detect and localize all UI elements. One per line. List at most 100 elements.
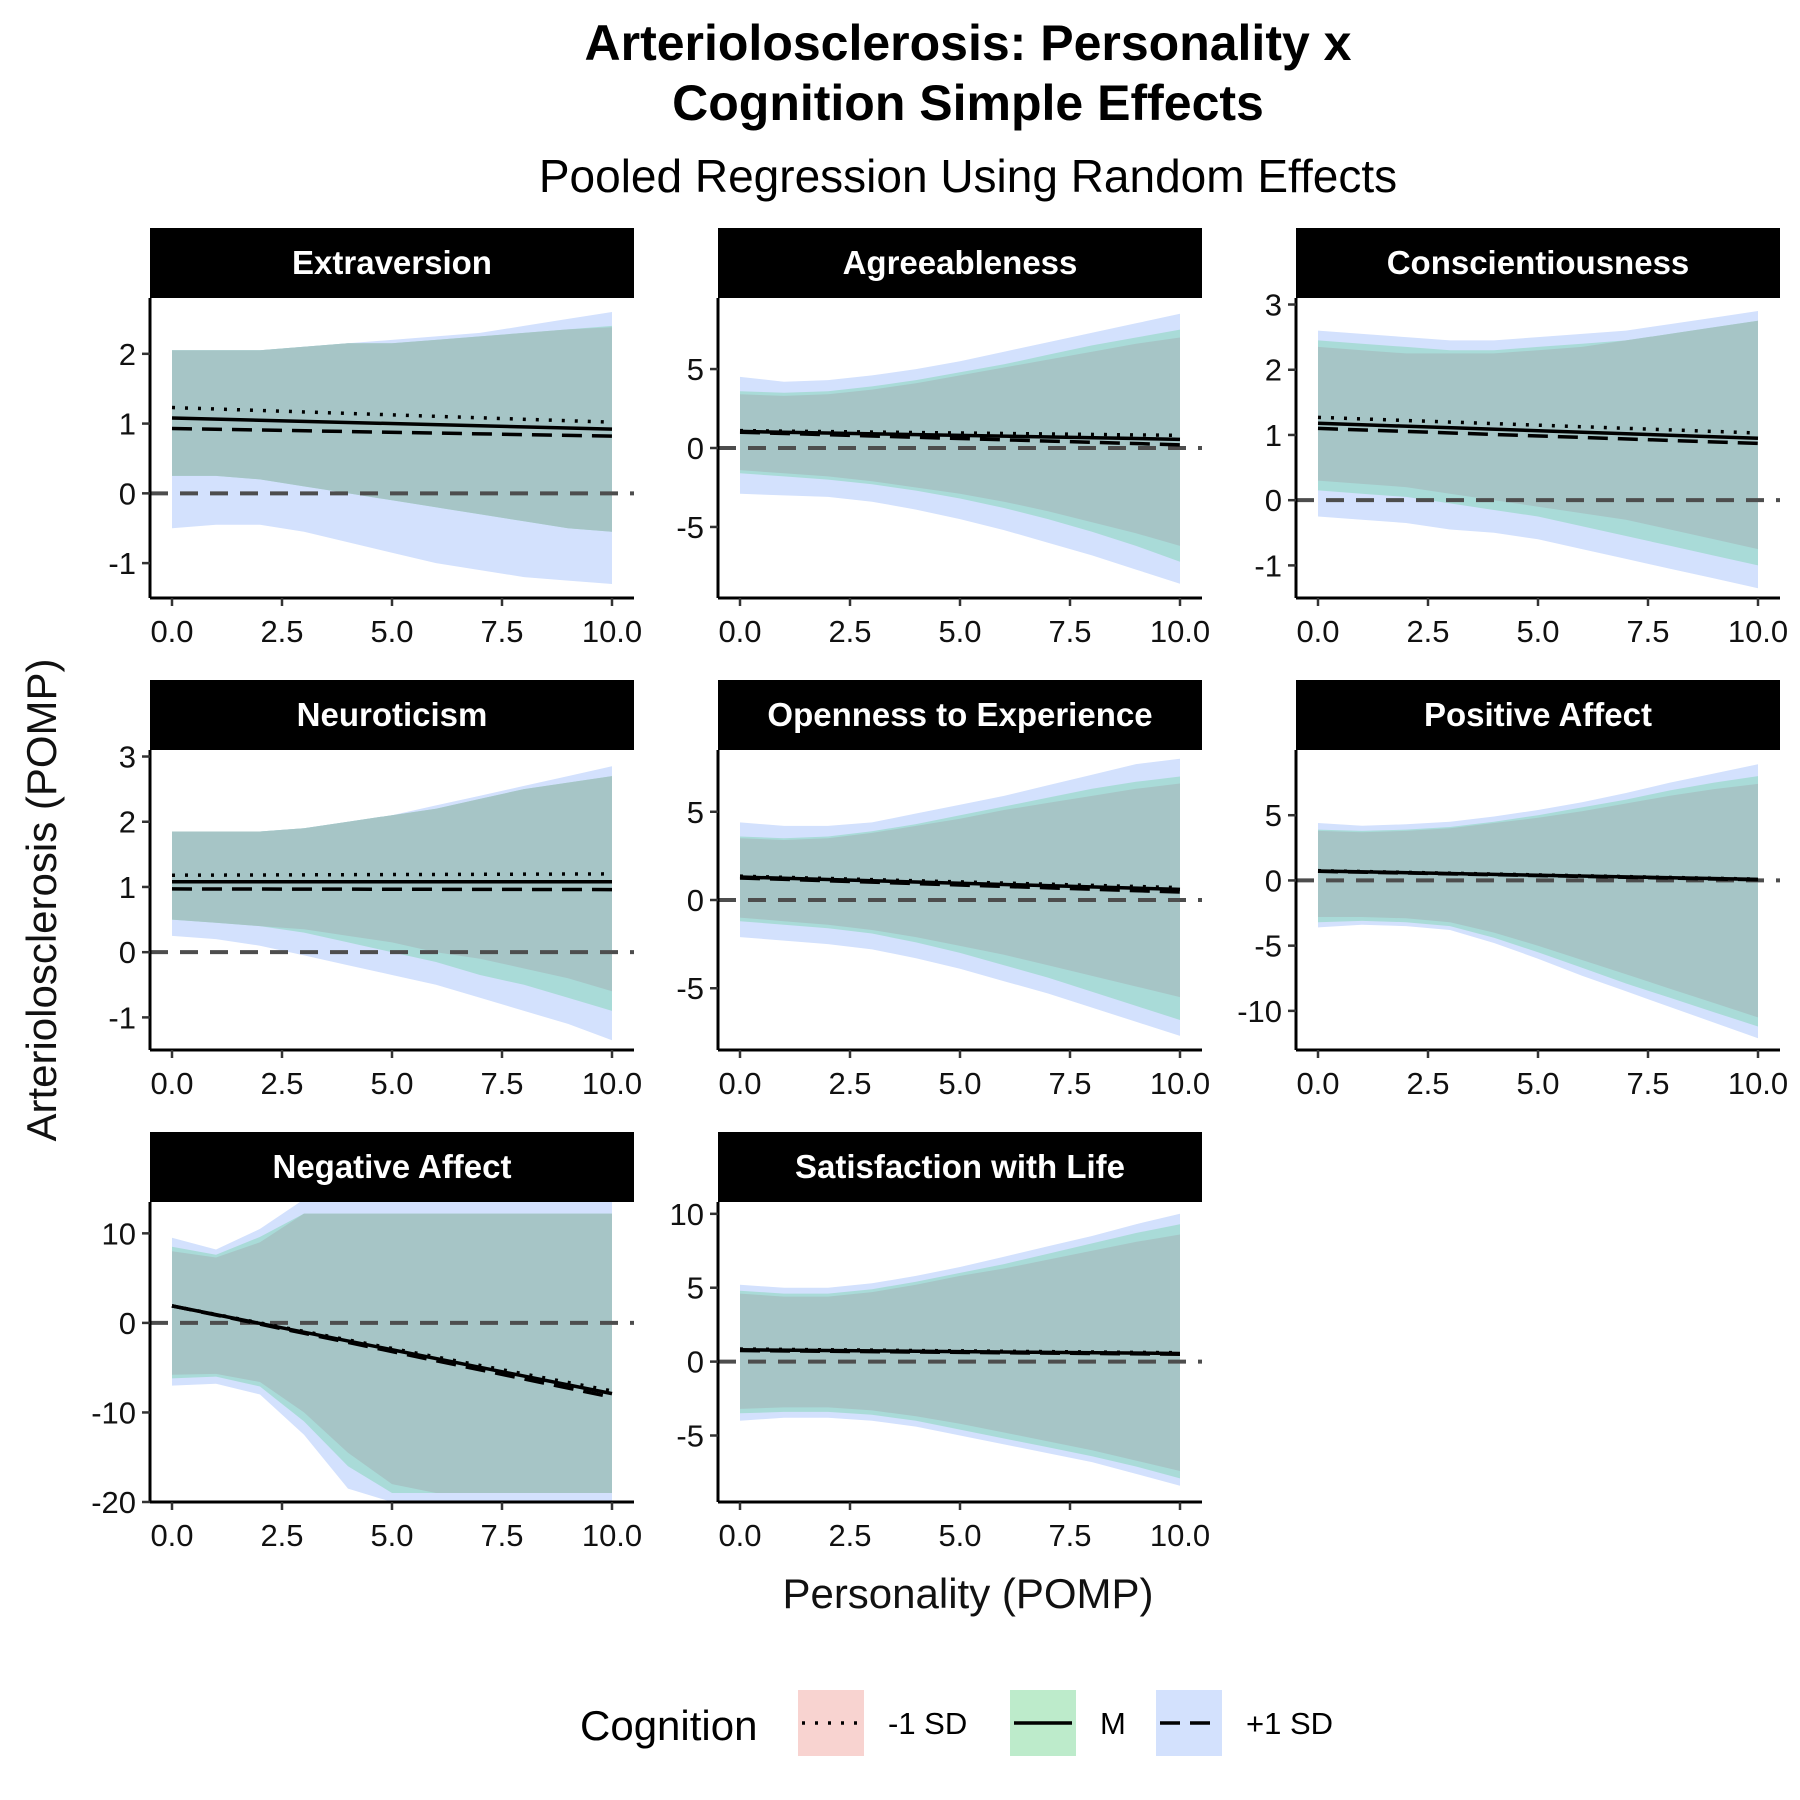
series-line-mean (1317, 421, 1759, 440)
y-tick-label: 0 (687, 883, 704, 918)
x-tick-label: 5.0 (938, 1066, 981, 1101)
ribbon-minus-1sd (172, 327, 612, 532)
y-tick-label: -10 (91, 1395, 136, 1430)
x-tick-label: 0.0 (718, 1066, 761, 1101)
y-tick-label: 2 (119, 805, 136, 840)
series-line-minus-1sd (171, 872, 613, 877)
chart-subtitle: Pooled Regression Using Random Effects (539, 150, 1397, 202)
series-line-plus-1sd (1317, 869, 1759, 882)
legend-item: +1 SD (1156, 1690, 1333, 1756)
x-tick-label: 2.5 (1406, 614, 1449, 649)
series-line-plus-1sd (1317, 426, 1759, 446)
facet-strip (1296, 228, 1780, 298)
facet-plot-area (150, 766, 634, 1041)
y-tick-label: 0 (119, 1306, 136, 1341)
legend-label: +1 SD (1246, 1706, 1333, 1741)
legend-item: M (1010, 1690, 1126, 1756)
y-tick-label: 5 (687, 352, 704, 387)
y-tick-label: -20 (91, 1485, 136, 1520)
y-tick-label: -5 (676, 510, 704, 545)
x-tick-label: 5.0 (370, 1066, 413, 1101)
y-tick-label: 2 (1265, 353, 1282, 388)
x-tick-label: 7.5 (480, 1518, 523, 1553)
facet-panel: Extraversion -1 0 1 2 0.0 2.5 5.0 7.5 10.0 (108, 228, 642, 649)
x-tick-label: 10.0 (582, 1518, 642, 1553)
x-tick-label: 10.0 (1728, 614, 1788, 649)
y-tick-label: 0 (119, 476, 136, 511)
x-tick-label: 2.5 (828, 1066, 871, 1101)
series-line-plus-1sd (739, 876, 1181, 894)
series-line-plus-1sd (171, 426, 613, 438)
x-tick-label: 7.5 (1626, 614, 1669, 649)
y-tick-label: -5 (676, 1418, 704, 1453)
facet-panel: Neuroticism -1 0 1 2 3 0.0 2.5 5.0 7.5 10.0 (108, 680, 642, 1101)
x-tick-label: 10.0 (582, 1066, 642, 1101)
y-tick-label: -1 (108, 546, 136, 581)
y-axis-title: Arteriolosclerosis (POMP) (18, 658, 65, 1141)
y-tick-label: 5 (687, 1271, 704, 1306)
legend: Cognition -1 SD M +1 SD (580, 1690, 1333, 1756)
facet-strip (150, 680, 634, 750)
chart-title-line2: Cognition Simple Effects (672, 75, 1264, 131)
x-tick-label: 10.0 (1150, 614, 1210, 649)
x-tick-label: 7.5 (1048, 1066, 1091, 1101)
facet-strip (150, 228, 634, 298)
series-line-minus-1sd (739, 428, 1181, 438)
facet-panel: Openness to Experience -5 0 5 0.0 2.5 5.0 7.5 10… (676, 680, 1210, 1101)
x-tick-label: 5.0 (938, 1518, 981, 1553)
x-tick-label: 5.0 (370, 1518, 413, 1553)
y-tick-label: 1 (119, 870, 136, 905)
ribbon-minus-1sd (1318, 783, 1758, 1018)
series-line-minus-1sd (1317, 415, 1759, 435)
legend-label: -1 SD (888, 1706, 967, 1741)
y-tick-label: 0 (1265, 863, 1282, 898)
x-tick-label: 2.5 (828, 1518, 871, 1553)
y-tick-label: 5 (1265, 798, 1282, 833)
facet-strip (718, 1132, 1202, 1202)
facet-strip (150, 1132, 634, 1202)
x-tick-label: 0.0 (718, 1518, 761, 1553)
legend-item: -1 SD (798, 1690, 967, 1756)
y-tick-label: 3 (119, 740, 136, 775)
x-tick-label: 10.0 (582, 614, 642, 649)
x-tick-label: 2.5 (1406, 1066, 1449, 1101)
facet-strip (1296, 680, 1780, 750)
y-tick-label: 3 (1265, 288, 1282, 323)
chart-title-line1: Arteriolosclerosis: Personality x (585, 15, 1352, 71)
x-tick-label: 5.0 (1516, 614, 1559, 649)
facet-title: Openness to Experience (767, 696, 1152, 733)
facet-panel: Agreeableness -5 0 5 0.0 2.5 5.0 7.5 10.0 (676, 228, 1210, 649)
y-tick-label: 1 (1265, 418, 1282, 453)
x-tick-label: 5.0 (1516, 1066, 1559, 1101)
y-tick-label: -1 (108, 1000, 136, 1035)
facet-title: Conscientiousness (1387, 244, 1690, 281)
x-tick-label: 2.5 (260, 614, 303, 649)
facet-plot-area (718, 313, 1202, 584)
facet-plot-area (150, 1202, 634, 1502)
series-line-plus-1sd (739, 1348, 1181, 1356)
facet-strip (718, 680, 1202, 750)
ribbon-minus-1sd (740, 337, 1180, 546)
x-tick-label: 7.5 (1048, 614, 1091, 649)
facet-strip (718, 228, 1202, 298)
x-tick-label: 0.0 (1296, 1066, 1339, 1101)
ribbon-minus-1sd (740, 783, 1180, 998)
x-axis-title: Personality (POMP) (782, 1570, 1153, 1617)
series-line-plus-1sd (739, 430, 1181, 447)
facet-plot-area (1296, 311, 1780, 589)
y-tick-label: 10 (670, 1197, 704, 1232)
x-tick-label: 2.5 (828, 614, 871, 649)
facet-title: Neuroticism (297, 696, 488, 733)
y-tick-label: 0 (119, 935, 136, 970)
x-tick-label: 0.0 (1296, 614, 1339, 649)
facet-panel: Positive Affect -10 -5 0 5 0.0 2.5 5.0 7.5 10.0 (1237, 680, 1788, 1101)
x-tick-label: 0.0 (150, 614, 193, 649)
series-line-plus-1sd (171, 1304, 613, 1399)
x-tick-label: 7.5 (1048, 1518, 1091, 1553)
y-tick-label: 0 (1265, 483, 1282, 518)
y-tick-label: 10 (102, 1216, 136, 1251)
y-tick-label: 0 (687, 431, 704, 466)
x-tick-label: 10.0 (1728, 1066, 1788, 1101)
x-tick-label: 7.5 (480, 614, 523, 649)
